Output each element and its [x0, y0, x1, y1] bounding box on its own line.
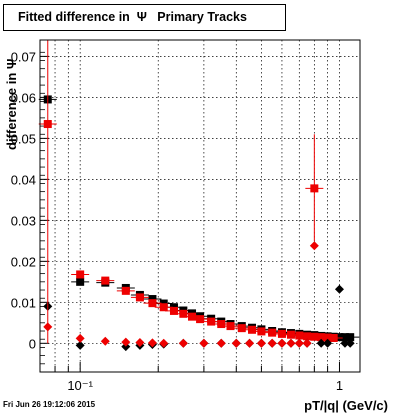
x-axis-label: pT/|q| (GeV/c)	[304, 398, 388, 413]
series-3-point	[135, 337, 145, 347]
y-tick-label: 0.02	[11, 254, 36, 269]
series-1-point	[295, 331, 304, 340]
series-3-point	[147, 338, 157, 348]
series-0-point	[148, 295, 157, 304]
series-1-point	[286, 330, 295, 339]
series-0-point	[346, 333, 355, 342]
chart-title: Fitted difference in Ψ Primary Tracks	[3, 4, 286, 31]
series-1-point	[196, 315, 205, 324]
series-1-point	[135, 293, 144, 302]
series-3-point	[199, 338, 209, 348]
series-1-point	[277, 329, 286, 338]
series-3-point	[75, 333, 85, 343]
series-1-point	[148, 299, 157, 308]
series-3-point	[245, 338, 255, 348]
series-3-point	[231, 338, 241, 348]
series-3-point	[216, 338, 226, 348]
series-2-point	[323, 338, 333, 348]
y-tick-label: 0	[29, 336, 36, 351]
series-3-point	[277, 338, 287, 348]
series-1-point	[226, 322, 235, 331]
series-1-point	[159, 303, 168, 312]
y-tick-label: 0.04	[11, 172, 36, 187]
series-0-point	[76, 277, 85, 286]
series-1-point	[237, 324, 246, 333]
series-3-point	[121, 337, 131, 347]
y-tick-label: 0.01	[11, 295, 36, 310]
y-tick-label: 0.03	[11, 213, 36, 228]
series-1-point	[248, 325, 257, 334]
y-tick-label: 0.05	[11, 131, 36, 146]
series-3-outlier-point	[309, 241, 319, 251]
series-1-point	[179, 309, 188, 318]
series-1-point	[268, 328, 277, 337]
series-1-point	[207, 317, 216, 326]
series-2-point	[316, 338, 326, 348]
series-3-point	[286, 338, 296, 348]
series-2-point	[121, 342, 131, 352]
series-1-point	[76, 270, 85, 279]
y-tick-label: 0.07	[11, 49, 36, 64]
plot-border	[39, 39, 361, 373]
series-3-point	[294, 338, 304, 348]
series-3-point	[267, 338, 277, 348]
series-1-point	[217, 320, 226, 329]
series-2-point	[75, 340, 85, 350]
series-2-point	[345, 338, 355, 348]
series-1-point	[188, 312, 197, 321]
series-3-point	[100, 336, 110, 346]
x-tick-label: 10⁻¹	[67, 378, 93, 393]
y-tick-label: 0.06	[11, 90, 36, 105]
x-tick-label: 1	[336, 378, 343, 393]
series-2-point	[340, 338, 350, 348]
y-axis-label: difference in Ψ	[4, 58, 19, 150]
series-2-point	[334, 284, 344, 294]
series-3-point	[159, 338, 169, 348]
series-3-point	[178, 338, 188, 348]
series-1-point	[101, 276, 110, 285]
series-1-point	[169, 306, 178, 315]
series-1-point	[121, 286, 130, 295]
series-1-point	[329, 333, 338, 342]
series-1-outlier-point	[310, 184, 319, 193]
series-1-point	[257, 327, 266, 336]
series-3-point	[302, 338, 312, 348]
series-3-point	[256, 338, 266, 348]
timestamp-footer: Fri Jun 26 19:12:06 2015	[3, 400, 96, 409]
